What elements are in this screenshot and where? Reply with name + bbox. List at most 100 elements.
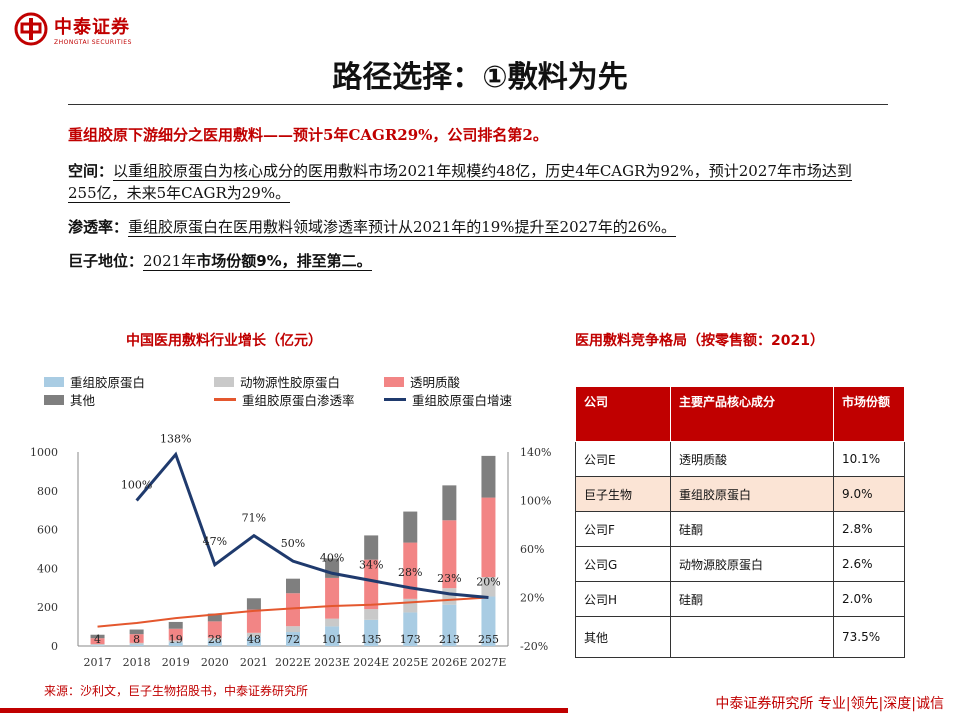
bar-segment bbox=[286, 593, 300, 627]
bar-segment bbox=[442, 485, 457, 521]
x-tick-label: 2021 bbox=[240, 656, 268, 669]
bar-segment bbox=[246, 632, 261, 637]
bar-data-label: 173 bbox=[400, 633, 421, 646]
source-note: 来源：沙利文，巨子生物招股书，中泰证券研究所 bbox=[44, 684, 309, 698]
legend-label: 重组胶原蛋白 bbox=[70, 375, 146, 390]
bar-data-label: 213 bbox=[439, 633, 460, 646]
bar-segment bbox=[207, 621, 222, 638]
growth-data-label: 47% bbox=[203, 535, 227, 548]
title-divider bbox=[68, 104, 888, 105]
legend-swatch bbox=[214, 398, 236, 401]
bar-segment bbox=[129, 644, 144, 646]
growth-data-label: 34% bbox=[359, 559, 383, 572]
legend-label: 动物源性胶原蛋白 bbox=[240, 375, 341, 390]
bar-segment bbox=[129, 642, 144, 645]
table-cell: 硅酮 bbox=[670, 511, 834, 547]
table-row: 公司H 硅酮 2.0% bbox=[575, 581, 905, 617]
bar-data-label: 101 bbox=[322, 633, 343, 646]
page-title: 路径选择：①敷料为先 bbox=[332, 60, 628, 95]
growth-data-label: 20% bbox=[476, 576, 500, 589]
legend-swatch bbox=[44, 394, 64, 405]
bar-segment bbox=[403, 542, 418, 599]
bar-segment bbox=[364, 609, 379, 620]
y2-tick-label: -20% bbox=[520, 640, 548, 653]
table-cell: 2.6% bbox=[833, 546, 905, 582]
paragraph-text: 2021年 bbox=[143, 252, 197, 271]
bar-segment bbox=[325, 626, 340, 646]
bar-segment bbox=[168, 628, 183, 641]
legend-item: 重组胶原蛋白 bbox=[44, 372, 145, 391]
bar-data-label: 8 bbox=[133, 633, 140, 646]
footer-slogan: 中泰证券研究所 专业|领先|深度|诚信 bbox=[715, 696, 944, 712]
x-tick-label: 2018 bbox=[123, 656, 151, 669]
y-tick-label: 600 bbox=[37, 524, 58, 537]
bar-segment bbox=[207, 640, 222, 646]
bar-segment bbox=[90, 634, 105, 639]
y-tick-label: 0 bbox=[51, 640, 58, 653]
bar-segment bbox=[481, 497, 496, 578]
logo-name-cn: 中泰证券 bbox=[54, 16, 130, 38]
legend-label: 透明质酸 bbox=[410, 375, 461, 390]
bar-segment bbox=[286, 626, 300, 633]
bar-segment bbox=[403, 511, 418, 543]
bar-segment bbox=[90, 644, 105, 646]
legend-item: 其他 bbox=[44, 390, 95, 409]
table-cell bbox=[670, 616, 834, 658]
bar-segment bbox=[90, 645, 105, 646]
table-title: 医用敷料竞争格局（按零售额：2021） bbox=[575, 333, 824, 349]
y-tick-label: 800 bbox=[37, 485, 58, 498]
x-tick-label: 2026E bbox=[431, 656, 467, 669]
growth-data-label: 23% bbox=[437, 572, 461, 585]
penetration-line bbox=[97, 596, 489, 628]
bar-segment bbox=[364, 619, 379, 646]
x-tick-label: 2027E bbox=[470, 656, 506, 669]
bar-data-label: 72 bbox=[286, 633, 300, 646]
bar-data-label: 19 bbox=[169, 633, 183, 646]
table-row: 公司F 硅酮 2.8% bbox=[575, 511, 905, 547]
paragraph-text: 重组胶原蛋白在医用敷料领域渗透率预计从2021年的19%提升至2027年的26%… bbox=[128, 218, 677, 237]
table-row: 其他 73.5% bbox=[575, 616, 905, 658]
table-header-cell: 市场份额 bbox=[833, 386, 905, 442]
table-cell: 动物源胶原蛋白 bbox=[670, 546, 834, 582]
bar-segment bbox=[168, 621, 183, 629]
bar-segment bbox=[442, 588, 457, 605]
table-row-highlight: 巨子生物 重组胶原蛋白 9.0% bbox=[575, 476, 905, 512]
paragraph-label: 渗透率： bbox=[68, 218, 129, 236]
legend-item: 透明质酸 bbox=[384, 372, 460, 391]
legend-item: 重组胶原蛋白渗透率 bbox=[214, 390, 355, 409]
bar-segment bbox=[246, 609, 261, 633]
paragraph-label: 空间： bbox=[68, 162, 114, 180]
bar-segment bbox=[364, 559, 379, 610]
table-header-cell: 公司 bbox=[575, 386, 671, 442]
bar-segment bbox=[246, 598, 261, 610]
chart-title: 中国医用敷料行业增长（亿元） bbox=[126, 333, 322, 349]
paragraph-text: 以重组胶原蛋白为核心成分的医用敷料市场2021年规模约48亿，历史4年CAGR为… bbox=[68, 162, 852, 203]
legend-swatch bbox=[44, 376, 64, 387]
table-row: 公司G 动物源胶原蛋白 2.6% bbox=[575, 546, 905, 582]
bar-segment bbox=[168, 642, 183, 646]
bar-segment bbox=[442, 604, 457, 646]
growth-data-label: 71% bbox=[242, 512, 266, 525]
bar-segment bbox=[481, 455, 496, 498]
bar-segment bbox=[286, 578, 300, 594]
footer-bar bbox=[0, 708, 568, 713]
bar-data-label: 135 bbox=[361, 633, 382, 646]
bar-segment bbox=[325, 618, 340, 627]
y2-tick-label: 100% bbox=[520, 495, 551, 508]
bar-data-label: 4 bbox=[94, 633, 101, 646]
bar-segment bbox=[246, 636, 261, 646]
table-cell: 2.0% bbox=[833, 581, 905, 617]
bar-segment bbox=[207, 637, 222, 641]
growth-data-label: 100% bbox=[121, 479, 152, 492]
y-tick-label: 200 bbox=[37, 601, 58, 614]
table-header-cell: 主要产品核心成分 bbox=[670, 386, 834, 442]
bar-segment bbox=[325, 577, 340, 619]
growth-line bbox=[135, 451, 489, 599]
x-tick-label: 2022E bbox=[275, 656, 311, 669]
paragraph-text-bold: 市场份额9%，排至第二。 bbox=[196, 252, 372, 271]
table-cell: 巨子生物 bbox=[575, 476, 671, 512]
x-tick-label: 2025E bbox=[392, 656, 428, 669]
table-cell: 公司F bbox=[575, 511, 671, 547]
bar-segment bbox=[403, 598, 418, 613]
